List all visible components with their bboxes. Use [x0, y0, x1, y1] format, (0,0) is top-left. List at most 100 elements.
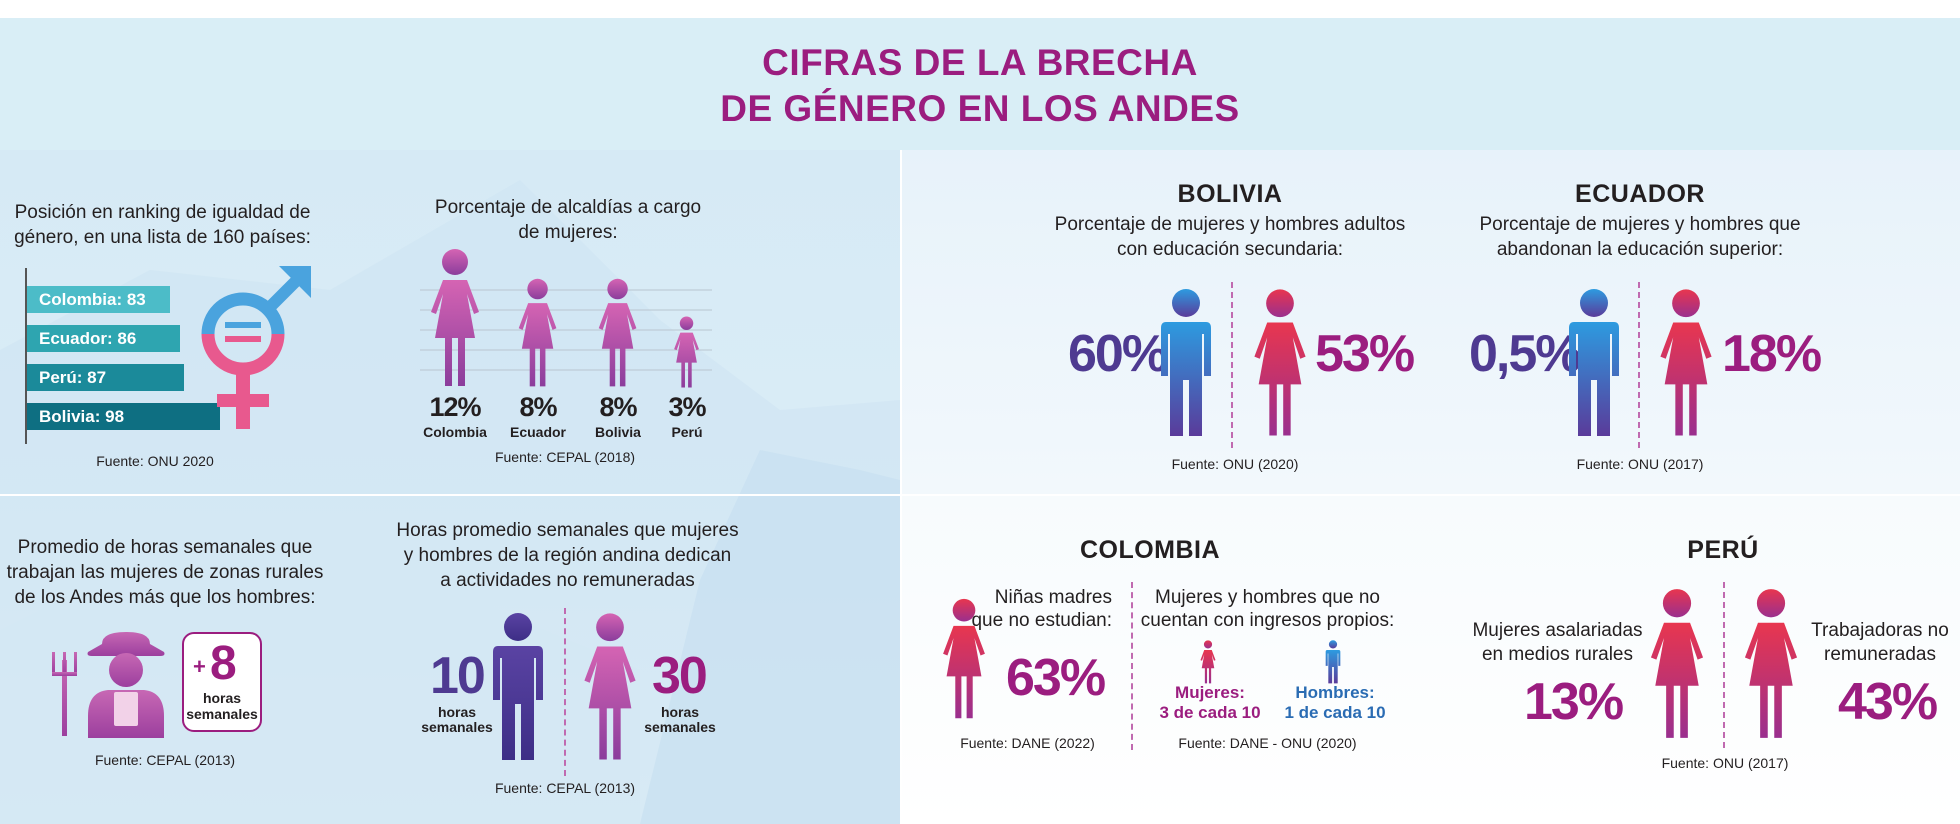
- bolivia-divider: [1231, 282, 1233, 448]
- colombia-divider: [1131, 582, 1133, 750]
- bolivia-men-pct: 60%: [1068, 325, 1168, 383]
- unpaid-women-unit2: semanales: [644, 719, 716, 735]
- peru-rural-label2: en medios rurales: [1481, 644, 1634, 665]
- unpaid-label-line1: Horas promedio semanales que mujeres: [396, 520, 739, 541]
- unpaid-divider: [564, 608, 566, 776]
- peru-unpaid-pct: 43%: [1838, 673, 1938, 731]
- woman-icon: [1642, 588, 1712, 740]
- peru-source: Fuente: ONU (2017): [1661, 755, 1789, 771]
- unpaid-label-line2: y hombres de la región andina dedican: [403, 545, 732, 566]
- alcaldias-value-colombia: 12%: [429, 392, 481, 422]
- alcaldias-chart: 12% Colombia 8% Ecuador 8% Bolivia 3% Perú: [410, 240, 730, 440]
- man-icon: [488, 612, 548, 762]
- colombia-income-label1: Mujeres y hombres que no: [1155, 587, 1380, 608]
- ecuador-divider: [1638, 282, 1640, 448]
- unpaid-label-line3: a actividades no remuneradas: [440, 570, 695, 591]
- alcaldias-label-line2: de mujeres:: [518, 222, 618, 243]
- ecuador-label-line1: Porcentaje de mujeres y hombres que: [1479, 214, 1801, 235]
- alcaldias-value-ecuador: 8%: [519, 392, 557, 422]
- plus-hours-badge: [182, 632, 262, 732]
- alcaldias-category-peru: Perú: [671, 424, 703, 440]
- colombia-income-source: Fuente: DANE - ONU (2020): [1178, 735, 1357, 751]
- alcaldias-category-colombia: Colombia: [423, 424, 487, 440]
- ranking-chart: Colombia: 83 Ecuador: 86 Perú: 87 Bolivia: …: [27, 286, 277, 436]
- ranking-label-line2: género, en una lista de 160 países:: [14, 227, 311, 248]
- ranking-axis: [25, 268, 27, 444]
- peru-heading: PERÚ: [1687, 536, 1759, 564]
- alcaldias-category-bolivia: Bolivia: [595, 424, 641, 440]
- woman-icon: [1248, 288, 1312, 438]
- peru-rural-pct: 13%: [1524, 673, 1624, 731]
- ecuador-women-pct: 18%: [1722, 325, 1822, 383]
- woman-icon: [578, 612, 642, 762]
- woman-icon: [1736, 588, 1806, 740]
- peru-unpaid-label1: Trabajadoras no: [1811, 620, 1949, 641]
- alcaldias-value-peru: 3%: [668, 392, 706, 422]
- ranking-label-line1: Posición en ranking de igualdad de: [14, 202, 311, 223]
- ranking-bar-colombia: Colombia: 83: [27, 286, 171, 313]
- ecuador-men-pct: 0,5%: [1469, 325, 1582, 383]
- alcaldias-woman-peru: [671, 316, 702, 389]
- unpaid-men-unit2: semanales: [421, 719, 493, 735]
- vertical-divider: [900, 150, 902, 824]
- ecuador-label-line2: abandonan la educación superior:: [1496, 239, 1784, 260]
- plus-hours-value: 8: [210, 637, 237, 690]
- ranking-source: Fuente: ONU 2020: [96, 453, 214, 469]
- alcaldias-woman-bolivia: [594, 278, 641, 388]
- colombia-women-label: Mujeres:: [1175, 683, 1245, 702]
- gender-equality-icon: [201, 266, 311, 429]
- ecuador-heading: ECUADOR: [1575, 180, 1705, 208]
- peru-divider: [1723, 582, 1725, 748]
- unpaid-women-unit1: horas: [660, 704, 700, 720]
- top-rule: [0, 16, 1960, 18]
- peru-unpaid-label2: remuneradas: [1824, 644, 1936, 665]
- horizontal-divider: [0, 494, 1960, 496]
- alcaldias-woman-ecuador: [514, 278, 561, 388]
- colombia-women-ratio: 3 de cada 10: [1159, 703, 1261, 722]
- bolivia-women-pct: 53%: [1315, 325, 1415, 383]
- small-woman-icon: [1198, 640, 1218, 684]
- bolivia-label-line1: Porcentaje de mujeres y hombres adultos: [1054, 214, 1406, 235]
- small-man-icon: [1324, 640, 1342, 684]
- rural-label-line2: trabajan las mujeres de zonas rurales: [6, 562, 324, 583]
- colombia-girls-label1: Niñas madres: [994, 587, 1112, 608]
- man-icon: [1156, 288, 1216, 438]
- ecuador-source: Fuente: ONU (2017): [1576, 456, 1704, 472]
- plus-hours-unit1: horas: [202, 690, 242, 706]
- farmer-woman-icon: [52, 632, 165, 738]
- plus-hours-unit2: semanales: [186, 706, 258, 722]
- colombia-girls-source: Fuente: DANE (2022): [960, 735, 1095, 751]
- unpaid-men-unit1: horas: [437, 704, 477, 720]
- colombia-men-label: Hombres:: [1295, 683, 1375, 702]
- unpaid-source: Fuente: CEPAL (2013): [494, 780, 636, 796]
- bolivia-label-line2: con educación secundaria:: [1116, 239, 1344, 260]
- unpaid-men-value: 10: [430, 647, 486, 705]
- bolivia-source: Fuente: ONU (2020): [1171, 456, 1299, 472]
- title-band: [0, 18, 1960, 150]
- page-title-line2: DE GÉNERO EN LOS ANDES: [720, 88, 1240, 129]
- page-title-line1: CIFRAS DE LA BRECHA: [762, 42, 1198, 83]
- alcaldias-source: Fuente: CEPAL (2018): [494, 449, 636, 465]
- plus-sign: +: [193, 654, 206, 679]
- peru-rural-label1: Mujeres asalariadas: [1472, 620, 1643, 641]
- right-top-panel: [902, 150, 1960, 494]
- colombia-men-ratio: 1 de cada 10: [1284, 703, 1386, 722]
- colombia-girls-label2: que no estudian:: [971, 610, 1112, 631]
- rural-label-line1: Promedio de horas semanales que: [17, 537, 313, 558]
- unpaid-women-value: 30: [652, 647, 708, 705]
- ranking-bar-bolivia: Bolivia: 98: [27, 403, 221, 430]
- ranking-bar-peru: Perú: 87: [27, 364, 184, 391]
- ranking-bar-ecuador: Ecuador: 86: [27, 325, 181, 352]
- colombia-girls-pct: 63%: [1006, 649, 1106, 707]
- bolivia-heading: BOLIVIA: [1177, 180, 1283, 208]
- man-icon: [1564, 288, 1624, 438]
- colombia-income-label2: cuentan con ingresos propios:: [1140, 610, 1395, 631]
- rural-source: Fuente: CEPAL (2013): [94, 752, 236, 768]
- alcaldias-value-bolivia: 8%: [599, 392, 637, 422]
- colombia-heading: COLOMBIA: [1079, 536, 1221, 564]
- alcaldias-label-line1: Porcentaje de alcaldías a cargo: [434, 197, 702, 218]
- alcaldias-woman-colombia: [425, 248, 485, 388]
- rural-label-line3: de los Andes más que los hombres:: [14, 587, 316, 608]
- woman-icon: [1654, 288, 1718, 438]
- alcaldias-category-ecuador: Ecuador: [509, 424, 566, 440]
